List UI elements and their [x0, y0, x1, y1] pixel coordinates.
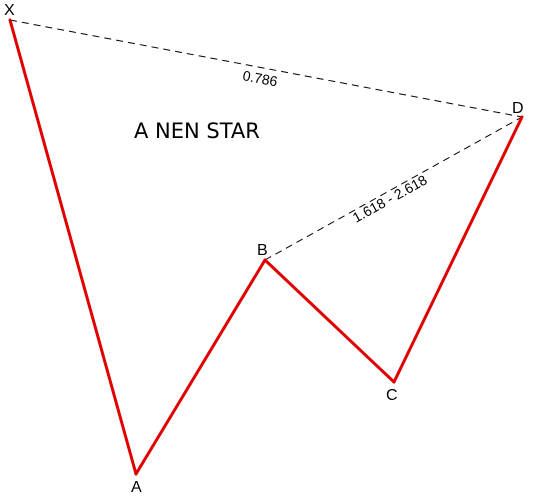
bd-dashed-line — [264, 116, 523, 261]
point-label-a: A — [131, 479, 142, 496]
ratio-label-xd: 0.786 — [241, 67, 279, 89]
leg-xa — [8, 18, 138, 476]
point-label-b: B — [257, 242, 268, 259]
point-label-x: X — [4, 2, 15, 19]
leg-cd — [392, 115, 524, 384]
xd-dashed-line — [9, 19, 523, 118]
leg-ab — [134, 258, 267, 476]
diagram-title: A NEN STAR — [134, 119, 260, 143]
point-label-d: D — [512, 100, 524, 117]
ratio-label-bd: 1.618 - 2.618 — [350, 172, 430, 226]
point-label-c: C — [386, 387, 398, 404]
leg-bc — [263, 258, 396, 384]
